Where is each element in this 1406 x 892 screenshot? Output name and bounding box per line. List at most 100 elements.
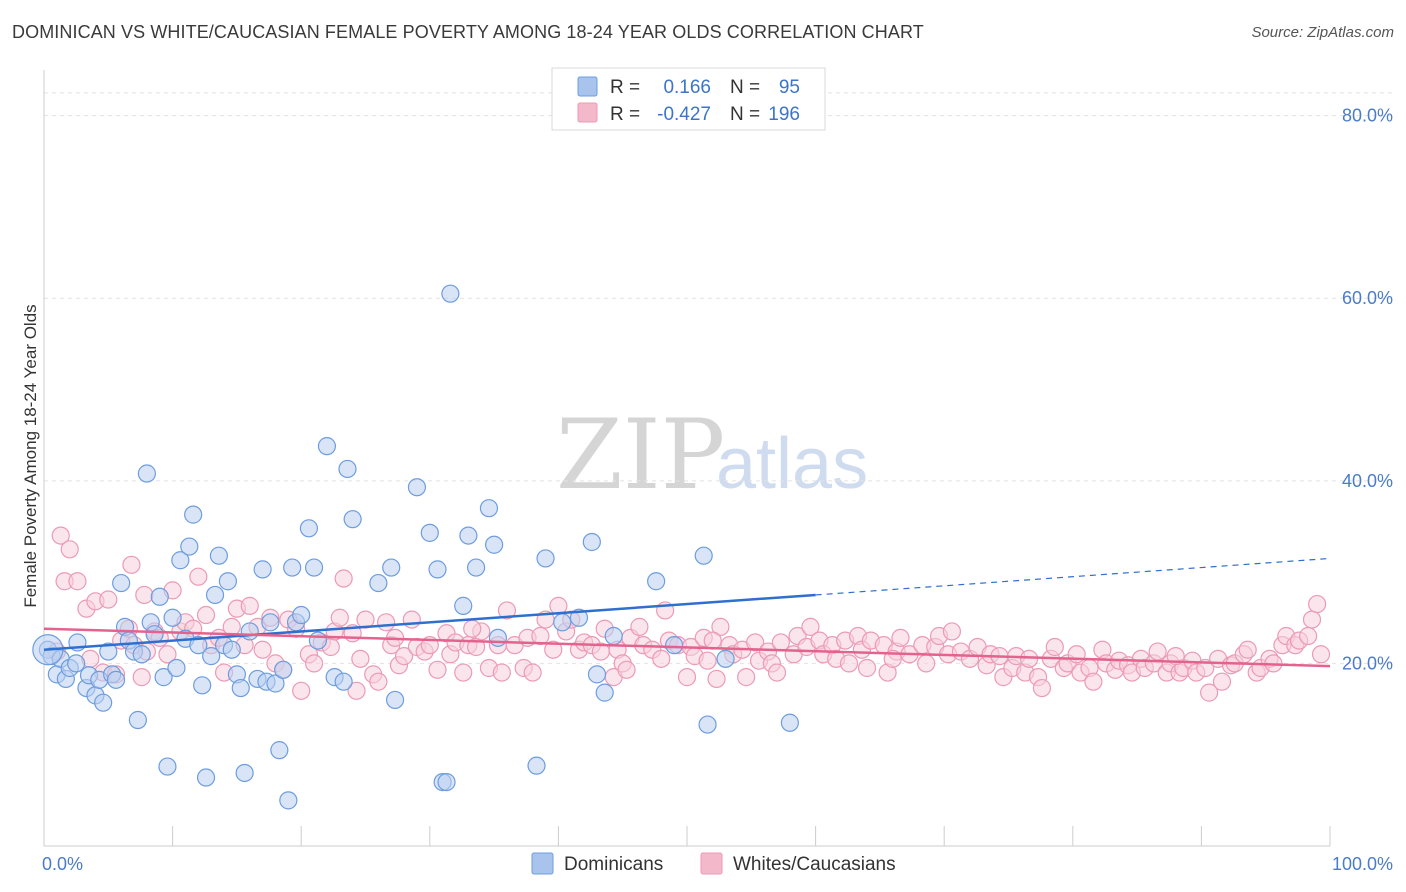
point-white (746, 633, 765, 652)
legend: R = 0.166 N = 95 R = -0.427 N = 196 (551, 67, 826, 131)
point-dominican (536, 549, 555, 568)
point-dominican (587, 665, 607, 684)
point-dominican (270, 741, 289, 760)
point-dominican (171, 551, 190, 570)
trend-line-whites (43, 627, 1331, 668)
point-dominican (292, 605, 311, 625)
y-tick-label: 20.0% (1342, 653, 1393, 673)
bottom-legend-swatch-whites (700, 852, 723, 875)
point-dominican (283, 558, 302, 577)
point-dominican (466, 558, 486, 577)
point-white (1067, 645, 1086, 664)
point-white (196, 605, 216, 625)
y-tick-labels: 20.0% 40.0% 60.0% 80.0% (1342, 106, 1393, 674)
point-dominican (279, 791, 298, 810)
point-white (1299, 626, 1318, 646)
point-dominican (137, 464, 156, 483)
point-white (839, 654, 859, 673)
point-dominican (428, 560, 447, 579)
point-white (703, 631, 722, 650)
point-dominican (317, 437, 337, 456)
point-dominican (485, 535, 504, 554)
point-white (122, 555, 141, 574)
bottom-legend-swatch-dominicans (531, 852, 554, 875)
point-dominican (441, 284, 460, 303)
point-dominican (437, 772, 456, 792)
series-dominicans (38, 284, 799, 810)
point-dominican (106, 670, 126, 689)
point-dominican (595, 683, 614, 702)
legend-swatch-whites (577, 102, 598, 123)
point-dominican (553, 613, 572, 632)
point-dominican (420, 523, 439, 542)
legend-swatch-dominicans (577, 76, 598, 97)
axes (43, 70, 1331, 847)
point-white (698, 651, 717, 670)
y-tick-label: 40.0% (1342, 471, 1393, 491)
point-dominican (202, 647, 221, 666)
point-dominican (694, 546, 713, 565)
point-dominican (454, 596, 473, 615)
point-white (942, 622, 962, 641)
x-tick-labels: 0.0% 100.0% (42, 854, 1393, 874)
point-dominican (780, 713, 799, 732)
point-dominican (479, 499, 499, 518)
point-white (767, 663, 787, 682)
point-dominican (235, 763, 254, 783)
point-dominican (343, 510, 362, 529)
legend-r-value-whites: -0.427 (657, 104, 711, 125)
point-white (376, 613, 396, 632)
legend-n-label-dominicans: N = (730, 77, 760, 98)
point-white (402, 610, 421, 629)
point-white (369, 672, 388, 691)
point-white (334, 569, 353, 588)
point-dominican (382, 558, 401, 577)
point-dominican (647, 572, 666, 591)
point-white (677, 668, 697, 687)
point-dominican (99, 642, 118, 661)
point-white (1302, 610, 1322, 629)
point-white (531, 626, 550, 646)
point-white (240, 596, 259, 615)
point-dominican (67, 654, 86, 673)
point-white (630, 617, 649, 636)
point-white (1311, 645, 1331, 664)
legend-n-value-dominicans: 95 (779, 77, 800, 98)
point-dominican (163, 608, 182, 627)
point-white (544, 640, 563, 659)
point-dominican (299, 519, 319, 538)
legend-r-label-dominicans: R = (610, 77, 640, 98)
point-white (857, 658, 877, 678)
trend-lines (43, 557, 1331, 668)
bottom-legend: Dominicans Whites/Caucasians (531, 852, 896, 875)
y-tick-label: 60.0% (1342, 288, 1393, 308)
point-dominican (128, 710, 147, 730)
point-dominican (582, 532, 601, 552)
point-dominican (167, 658, 186, 678)
point-white (394, 647, 414, 666)
point-white (132, 668, 151, 687)
point-white (711, 617, 730, 636)
point-dominican (253, 560, 272, 579)
point-white (158, 645, 177, 664)
point-white (891, 628, 910, 647)
data-points (32, 284, 1331, 810)
point-dominican (488, 628, 508, 647)
point-dominican (209, 546, 228, 565)
point-dominican (231, 678, 250, 698)
y-tick-label: 80.0% (1342, 106, 1393, 126)
point-dominican (304, 558, 324, 577)
point-dominican (145, 625, 164, 644)
bottom-legend-label-whites: Whites/Caucasians (733, 854, 896, 875)
watermark-atlas: atlas (716, 424, 868, 504)
point-white (51, 526, 70, 545)
point-white (707, 669, 726, 689)
point-dominican (193, 676, 212, 695)
point-white (428, 660, 447, 679)
point-white (1032, 678, 1052, 698)
point-white (1238, 640, 1257, 659)
point-white (652, 649, 671, 668)
point-white (497, 601, 517, 620)
point-white (1084, 672, 1103, 691)
